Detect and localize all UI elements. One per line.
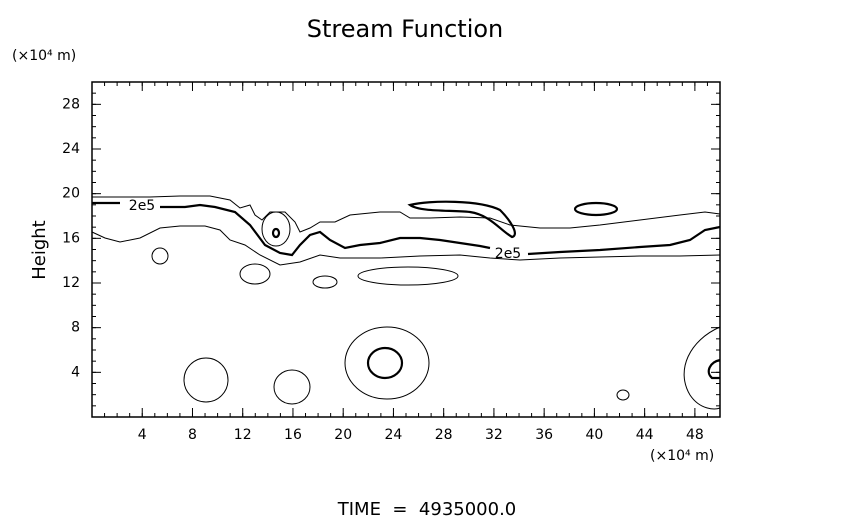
x-tick-label: 20 <box>334 427 352 443</box>
x-tick-label: 16 <box>284 427 302 443</box>
x-tick-label: 8 <box>188 427 197 443</box>
x-tick-label: 28 <box>435 427 453 443</box>
contour-line <box>407 200 516 239</box>
y-tick-label: 24 <box>62 141 80 157</box>
y-axis-label: Height <box>29 220 50 280</box>
contour-line <box>707 358 721 380</box>
contour-line <box>616 389 630 401</box>
y-tick-label: 12 <box>62 275 80 291</box>
contour-line <box>239 263 271 285</box>
contour-line <box>151 247 169 265</box>
contour-line <box>91 225 721 266</box>
y-tick-label: 28 <box>62 96 80 112</box>
y-tick-label: 20 <box>62 186 80 202</box>
x-tick-label: 44 <box>636 427 654 443</box>
contour-line <box>683 326 721 410</box>
contour-line <box>183 357 229 403</box>
contour-line <box>344 326 430 400</box>
footer: TIME = 4935000.0 <box>337 499 517 519</box>
x-tick-label: 48 <box>686 427 704 443</box>
y-tick-label: 16 <box>62 230 80 246</box>
y-tick-label: 8 <box>71 320 80 336</box>
chart-title: Stream Function <box>307 15 504 43</box>
contour-line <box>273 369 311 405</box>
contour-line <box>92 201 721 257</box>
contour-line <box>573 201 619 217</box>
contour-line <box>261 211 291 247</box>
y-axis-units: (×10⁴ m) <box>12 48 76 64</box>
x-tick-label: 4 <box>138 427 147 443</box>
contour-label: 2e5 <box>129 198 155 214</box>
contour-line <box>357 266 459 286</box>
x-axis-units: (×10⁴ m) <box>650 448 714 464</box>
contour-line <box>92 195 721 233</box>
x-tick-label: 40 <box>585 427 603 443</box>
x-tick-label: 12 <box>234 427 252 443</box>
x-tick-label: 32 <box>485 427 503 443</box>
contour-label: 2e5 <box>495 246 521 262</box>
x-tick-label: 24 <box>385 427 403 443</box>
plot-frame <box>91 81 721 418</box>
x-tick-label: 36 <box>535 427 553 443</box>
y-tick-label: 4 <box>71 364 80 380</box>
contour-line <box>271 227 281 239</box>
contour-line <box>366 346 404 380</box>
contour-line <box>312 275 338 289</box>
contours <box>91 195 721 410</box>
